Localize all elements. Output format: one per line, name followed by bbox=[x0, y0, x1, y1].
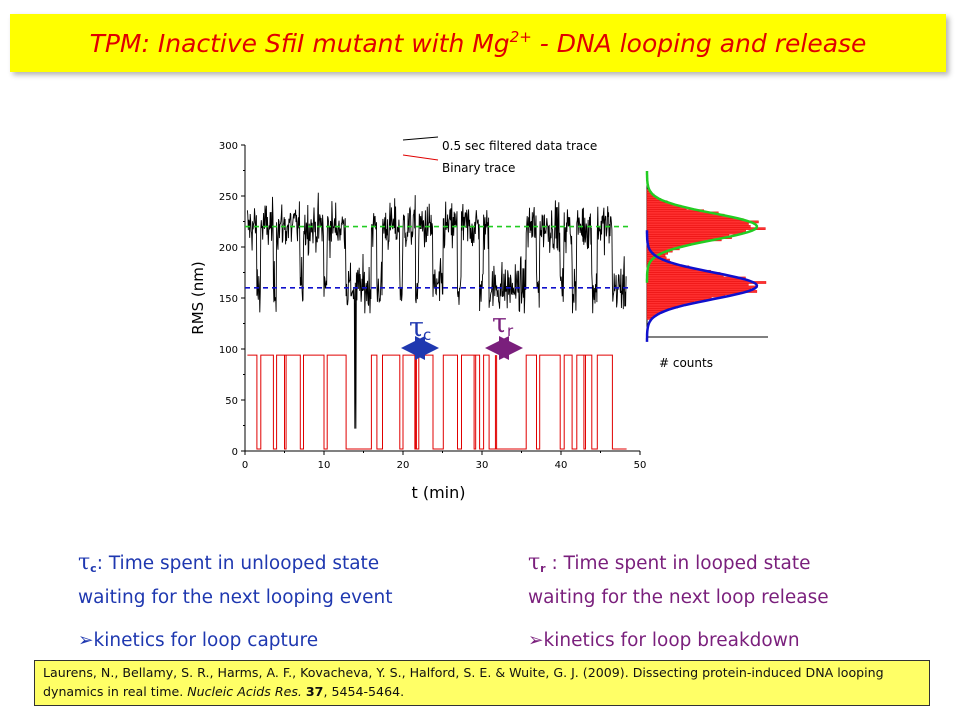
citation-journal: Nucleic Acids Res. bbox=[187, 684, 302, 699]
tau-c-text-symbol: τ bbox=[78, 550, 91, 575]
title-main: TPM: Inactive SfiI mutant with Mg bbox=[89, 29, 510, 58]
hist-bar bbox=[646, 229, 746, 233]
binary-switch bbox=[494, 355, 498, 450]
tau-r-line2: waiting for the next loop release bbox=[528, 587, 829, 608]
hist-bar bbox=[646, 285, 757, 289]
hist-bar bbox=[646, 220, 759, 224]
hist-bar bbox=[646, 222, 749, 226]
citation-volume: 37 bbox=[305, 684, 324, 699]
x-tick-label: 40 bbox=[555, 460, 568, 471]
hist-bar bbox=[646, 227, 766, 230]
x-tick-label: 30 bbox=[476, 460, 489, 471]
legend-black-swatch bbox=[402, 136, 439, 141]
hist-bar bbox=[646, 294, 726, 298]
citation-line1: Laurens, N., Bellamy, S. R., Harms, A. F… bbox=[43, 665, 884, 680]
hist-bar bbox=[646, 281, 767, 284]
x-tick-label: 20 bbox=[397, 460, 410, 471]
y-tick-label: 150 bbox=[219, 294, 238, 305]
y-tick-label: 0 bbox=[232, 447, 238, 458]
tau-c-line2: waiting for the next looping event bbox=[78, 587, 393, 608]
y-axis-label: RMS (nm) bbox=[189, 261, 207, 334]
tau-c-symbol: τ bbox=[409, 312, 424, 343]
tau-r-text-symbol: τ bbox=[528, 550, 541, 575]
arrow-bullet-icon: ➢ bbox=[78, 630, 94, 651]
chart-legend: 0.5 sec filtered data trace Binary trace bbox=[402, 136, 597, 175]
tau-c-description: τc: Time spent in unlooped state waiting… bbox=[78, 548, 392, 655]
x-tick-label: 10 bbox=[318, 460, 331, 471]
slide-title: TPM: Inactive SfiI mutant with Mg2+ - DN… bbox=[90, 28, 867, 58]
reference-lines bbox=[245, 225, 628, 289]
title-tail: - DNA looping and release bbox=[531, 29, 867, 58]
tau-c-text-sub: c bbox=[90, 562, 97, 575]
x-tick-label: 0 bbox=[242, 460, 248, 471]
legend-red-swatch bbox=[402, 154, 439, 161]
legend-red-label: Binary trace bbox=[442, 161, 515, 175]
binary-trace-line bbox=[247, 354, 627, 450]
hist-bar bbox=[646, 216, 733, 219]
tau-c-subscript: c bbox=[423, 326, 431, 344]
hist-gaussian-fit bbox=[645, 230, 759, 342]
hist-bar bbox=[646, 299, 705, 302]
hist-bar bbox=[646, 218, 744, 221]
binary-switch bbox=[583, 355, 586, 450]
title-banner: TPM: Inactive SfiI mutant with Mg2+ - DN… bbox=[10, 14, 946, 72]
y-tick-label: 300 bbox=[219, 141, 238, 152]
hist-counts-label: # counts bbox=[659, 356, 713, 370]
histogram: # counts bbox=[645, 171, 768, 370]
hist-bar bbox=[646, 207, 687, 210]
y-tick-label: 100 bbox=[219, 345, 238, 356]
tau-annotations: τ c τ r bbox=[401, 308, 523, 360]
main-axes: 0 50 100 150 200 250 300 0 10 20 30 40 50 t (min) RMS … bbox=[189, 141, 646, 502]
tau-c-bullet: kinetics for loop capture bbox=[93, 630, 319, 651]
hist-bar bbox=[646, 274, 724, 278]
title-superscript: 2+ bbox=[509, 28, 532, 46]
hist-bar bbox=[646, 278, 749, 282]
tau-r-subscript: r bbox=[507, 322, 514, 340]
citation-line2: dynamics in real time. Nucleic Acids Res… bbox=[43, 682, 921, 701]
x-tick-label: 50 bbox=[634, 460, 647, 471]
hist-bar bbox=[646, 292, 740, 296]
tau-r-text-sub: r bbox=[540, 562, 546, 575]
legend-black-label: 0.5 sec filtered data trace bbox=[442, 139, 597, 153]
filtered-trace-line bbox=[246, 192, 627, 429]
hist-bar bbox=[646, 225, 751, 228]
binary-switch bbox=[473, 355, 477, 450]
citation-prefix: dynamics in real time. bbox=[43, 684, 188, 699]
citation-box: Laurens, N., Bellamy, S. R., Harms, A. F… bbox=[34, 660, 930, 706]
tau-r-description: τr : Time spent in looped state waiting … bbox=[528, 548, 829, 655]
hist-gaussian-fit bbox=[645, 171, 759, 283]
binary-switch bbox=[414, 355, 417, 450]
tau-r-symbol: τ bbox=[492, 308, 507, 339]
y-tick-label: 50 bbox=[225, 396, 238, 407]
hist-bar bbox=[646, 231, 744, 235]
y-tick-label: 200 bbox=[219, 243, 238, 254]
hist-bar bbox=[646, 287, 752, 291]
tau-r-bullet: kinetics for loop breakdown bbox=[543, 630, 800, 651]
hist-bar bbox=[646, 283, 749, 287]
hist-bar bbox=[646, 213, 725, 217]
binary-switch bbox=[284, 355, 287, 450]
binary-trace bbox=[247, 354, 627, 450]
filtered-data-trace bbox=[246, 192, 627, 429]
tau-c-line1: : Time spent in unlooped state bbox=[96, 553, 380, 574]
tau-r-line1: : Time spent in looped state bbox=[545, 553, 811, 574]
hist-bar bbox=[646, 234, 730, 237]
arrow-bullet-icon: ➢ bbox=[528, 630, 544, 651]
citation-pages: , 5454-5464. bbox=[323, 684, 405, 699]
hist-bar bbox=[646, 296, 712, 300]
x-axis-label: t (min) bbox=[411, 483, 465, 502]
y-tick-label: 250 bbox=[219, 192, 238, 203]
